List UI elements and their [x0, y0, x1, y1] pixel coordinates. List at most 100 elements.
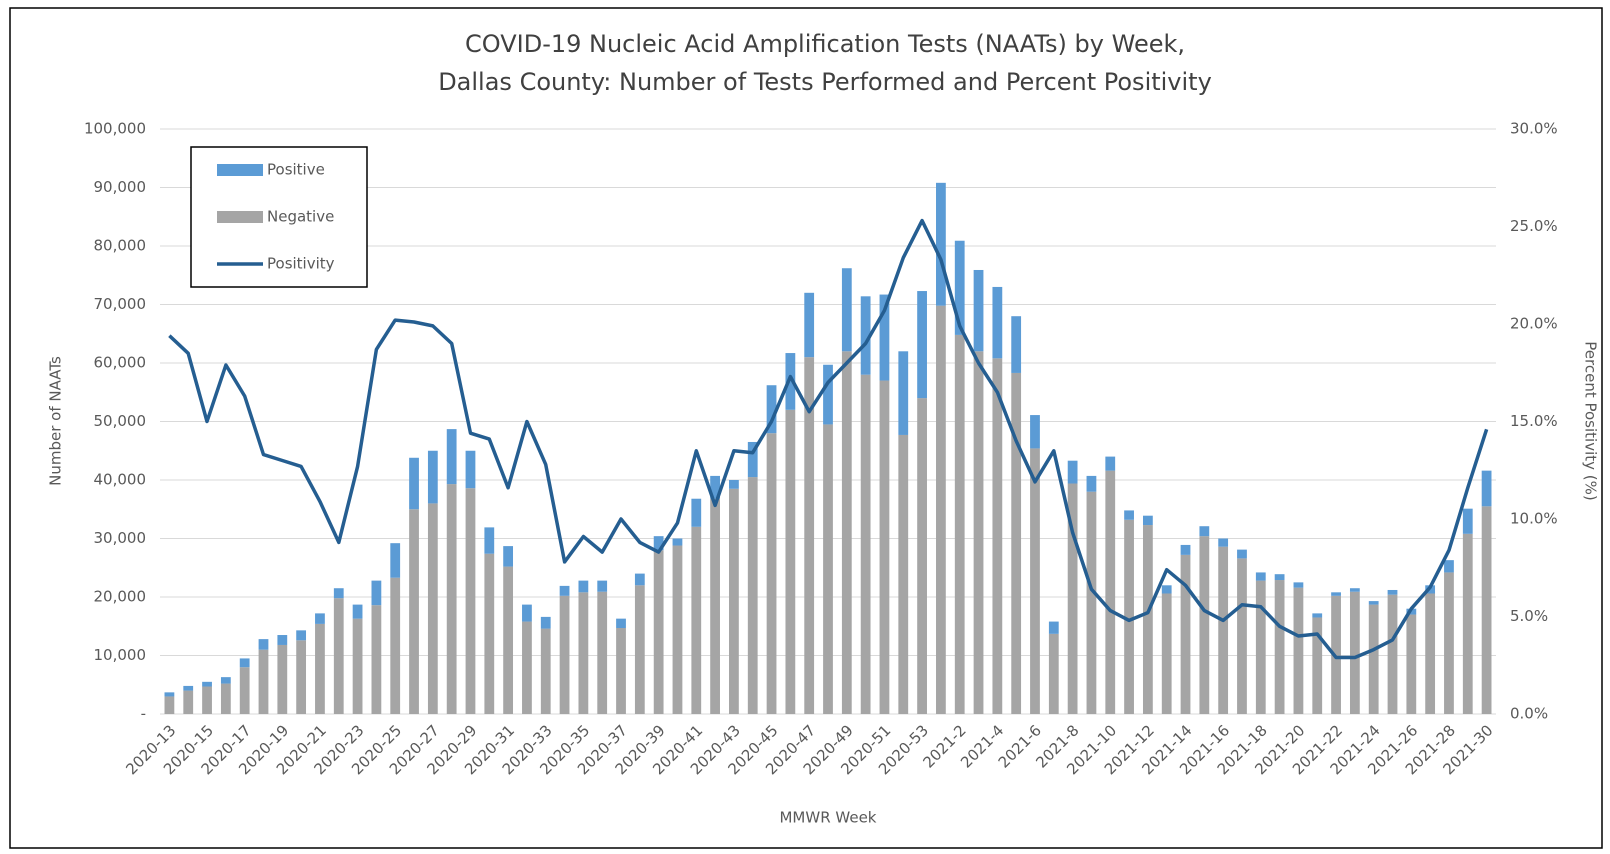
bar-segment: [315, 613, 325, 624]
bar-segment: [465, 450, 476, 489]
bar-segment: [597, 591, 608, 714]
bar-segment: [1481, 470, 1492, 507]
bar-segment: [860, 374, 871, 714]
bar-segment: [804, 357, 815, 714]
bar-segment: [1444, 560, 1454, 573]
bar-segment: [164, 692, 175, 697]
bar-segment: [1444, 572, 1454, 714]
y2-tick-label: 20.0%: [1510, 315, 1558, 333]
bar-segment: [1105, 456, 1116, 471]
bar-segment: [559, 585, 570, 596]
bar-segment: [559, 595, 570, 714]
bar-segment: [390, 577, 401, 714]
bar-segment: [954, 240, 965, 335]
bar-segment: [427, 503, 438, 714]
bar-segment: [202, 681, 212, 687]
y-tick-label: 100,000: [84, 120, 146, 138]
chart-title: COVID-19 Nucleic Acid Amplification Test…: [465, 30, 1185, 58]
bar-segment: [766, 433, 777, 714]
bar-segment: [503, 546, 514, 567]
y-tick-label: 20,000: [94, 588, 147, 606]
y2-tick-label: 30.0%: [1510, 120, 1558, 138]
bar-segment: [1048, 621, 1059, 634]
bar-segment: [1048, 633, 1059, 714]
bar-segment: [220, 683, 231, 714]
bar-segment: [653, 536, 664, 551]
bar-segment: [1462, 533, 1473, 714]
bar-segment: [1274, 574, 1285, 581]
bar-segment: [1124, 519, 1134, 714]
bar-segment: [691, 498, 702, 527]
bar-segment: [729, 488, 739, 714]
bar-segment: [1086, 475, 1097, 492]
bar-segment: [390, 543, 401, 578]
bar-segment: [1462, 508, 1473, 534]
bar-segment: [879, 380, 890, 714]
bar-segment: [446, 429, 457, 485]
bar-segment: [296, 630, 307, 641]
y-tick-label: -: [141, 705, 146, 723]
y-tick-label: 80,000: [94, 237, 147, 255]
bar-segment: [503, 566, 514, 714]
bar-segment: [522, 621, 532, 714]
x-axis-title: MMWR Week: [779, 809, 876, 827]
chart-title: Dallas County: Number of Tests Performed…: [438, 68, 1212, 96]
legend-swatch: [217, 164, 263, 176]
bar-segment: [446, 484, 457, 714]
bar-segment: [1274, 580, 1285, 714]
bar-segment: [710, 498, 720, 714]
bar-segment: [1124, 510, 1134, 520]
bar-segment: [1312, 613, 1323, 618]
bar-segment: [239, 658, 250, 668]
bar-segment: [1218, 538, 1229, 547]
bar-segment: [1030, 415, 1040, 449]
bar-segment: [333, 598, 344, 714]
bar-segment: [484, 553, 495, 714]
bar-segment: [277, 635, 288, 645]
bar-segment: [1067, 483, 1078, 714]
bar-segment: [1011, 316, 1022, 373]
y-tick-label: 40,000: [94, 471, 147, 489]
bar-segment: [1161, 593, 1172, 714]
bar-segment: [409, 509, 419, 714]
bar-segment: [1293, 587, 1304, 714]
bar-segment: [879, 294, 890, 381]
bar-segment: [898, 351, 909, 435]
bar-segment: [1368, 604, 1379, 714]
bar-segment: [296, 640, 307, 714]
bar-segment: [823, 424, 833, 714]
y-tick-label: 60,000: [94, 354, 147, 372]
bar-segment: [1180, 554, 1191, 714]
bar-segment: [352, 618, 363, 714]
bar-segment: [258, 649, 269, 714]
bar-segment: [992, 286, 1003, 359]
positivity-line: [168, 218, 1489, 660]
bar-segment: [220, 677, 231, 684]
legend-swatch: [217, 211, 263, 223]
bar-segment: [597, 580, 608, 592]
y2-tick-label: 25.0%: [1510, 217, 1558, 235]
y2-axis-title: Percent Positivity (%): [1582, 341, 1600, 500]
bar-segment: [1180, 544, 1191, 555]
bar-segment: [1142, 515, 1153, 526]
bar-segment: [1011, 372, 1022, 714]
bar-segment: [973, 351, 984, 714]
bar-segment: [1368, 601, 1379, 605]
bar-segment: [936, 305, 946, 714]
bar-segment: [484, 527, 495, 554]
bar-segment: [1030, 448, 1040, 714]
bar-segment: [823, 364, 833, 425]
bar-segment: [1312, 617, 1323, 714]
y-tick-label: 30,000: [94, 529, 147, 547]
bar-segment: [522, 604, 532, 622]
y-tick-label: 10,000: [94, 646, 147, 664]
y2-tick-label: 15.0%: [1510, 412, 1558, 430]
bar-segment: [841, 351, 852, 714]
y2-tick-label: 0.0%: [1510, 705, 1548, 723]
y-tick-label: 90,000: [94, 178, 147, 196]
bar-segment: [747, 441, 758, 478]
bar-segment: [634, 585, 645, 714]
bar-segment: [1349, 591, 1360, 714]
bar-segment: [1237, 558, 1247, 714]
bar-segment: [917, 398, 927, 714]
